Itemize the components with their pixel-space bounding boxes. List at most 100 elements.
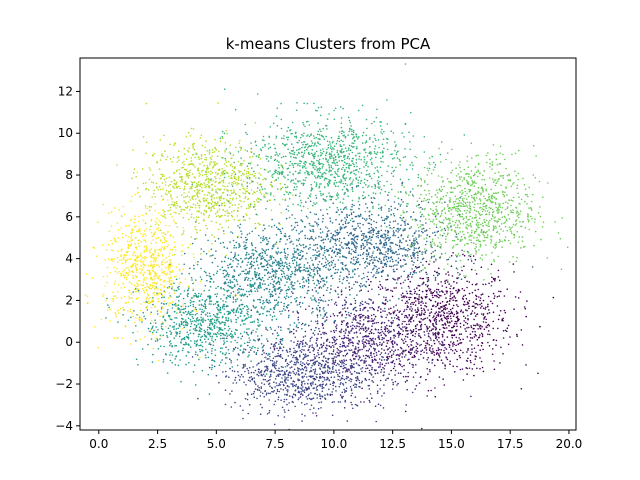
scatter-point xyxy=(240,303,242,306)
scatter-point xyxy=(372,262,374,264)
scatter-point xyxy=(388,325,391,328)
scatter-point xyxy=(298,387,300,389)
scatter-point xyxy=(420,350,422,353)
scatter-point xyxy=(287,355,290,357)
scatter-point xyxy=(389,313,392,315)
scatter-point xyxy=(306,289,309,292)
scatter-point xyxy=(262,302,264,305)
scatter-point xyxy=(274,367,277,370)
scatter-point xyxy=(201,369,204,372)
scatter-point xyxy=(380,334,383,337)
scatter-point xyxy=(236,289,239,291)
scatter-point xyxy=(297,368,300,370)
scatter-point xyxy=(237,254,240,256)
scatter-point xyxy=(454,371,456,373)
scatter-point xyxy=(208,275,210,277)
scatter-point xyxy=(250,393,253,396)
scatter-point xyxy=(371,254,373,257)
scatter-point xyxy=(414,257,416,259)
scatter-point xyxy=(460,309,463,312)
scatter-point xyxy=(496,296,499,298)
scatter-point xyxy=(399,216,402,219)
scatter-point xyxy=(332,380,335,383)
scatter-point xyxy=(108,306,110,309)
scatter-point xyxy=(262,237,264,240)
scatter-point xyxy=(429,369,431,371)
scatter-point xyxy=(281,310,284,312)
scatter-point xyxy=(434,326,437,329)
scatter-point xyxy=(324,363,327,365)
scatter-point xyxy=(420,312,423,314)
scatter-point xyxy=(425,293,428,296)
scatter-point xyxy=(447,258,450,261)
scatter-point xyxy=(278,367,280,370)
scatter-point xyxy=(168,315,171,318)
scatter-point xyxy=(374,315,377,318)
scatter-point xyxy=(340,211,343,213)
scatter-point xyxy=(436,352,438,354)
scatter-point xyxy=(345,257,348,259)
scatter-point xyxy=(409,296,412,299)
scatter-point xyxy=(359,332,362,335)
scatter-point xyxy=(275,293,277,295)
scatter-point xyxy=(405,349,407,352)
scatter-point xyxy=(303,356,306,359)
scatter-point xyxy=(289,266,292,268)
scatter-point xyxy=(379,388,381,390)
scatter-point xyxy=(163,345,165,348)
scatter-point xyxy=(385,298,387,301)
scatter-point xyxy=(406,388,409,391)
scatter-point xyxy=(227,257,230,260)
scatter-point xyxy=(316,223,318,225)
scatter-point xyxy=(236,259,238,261)
scatter-point xyxy=(301,220,304,223)
scatter-point xyxy=(318,261,321,263)
scatter-point xyxy=(403,364,405,367)
scatter-point xyxy=(408,298,411,301)
scatter-point xyxy=(216,331,219,334)
scatter-point xyxy=(386,339,388,342)
scatter-point xyxy=(356,321,359,324)
scatter-point xyxy=(325,344,328,347)
scatter-point xyxy=(306,355,308,357)
scatter-point xyxy=(371,358,374,361)
scatter-point xyxy=(408,296,410,299)
scatter-point xyxy=(434,215,437,218)
scatter-point xyxy=(380,328,383,331)
scatter-point xyxy=(481,305,483,308)
scatter-point xyxy=(204,335,206,337)
scatter-point xyxy=(481,326,483,328)
scatter-point xyxy=(467,349,469,351)
scatter-point xyxy=(182,343,185,346)
scatter-point xyxy=(359,309,362,312)
scatter-point xyxy=(241,233,243,235)
scatter-point xyxy=(292,284,295,287)
scatter-point xyxy=(365,203,367,205)
scatter-point xyxy=(361,303,364,306)
scatter-point xyxy=(519,291,522,293)
scatter-point xyxy=(246,306,249,308)
scatter-point xyxy=(370,197,373,199)
scatter-point xyxy=(260,334,263,337)
scatter-point xyxy=(238,291,240,293)
scatter-point xyxy=(401,323,404,325)
scatter-point xyxy=(245,331,248,334)
scatter-point xyxy=(169,263,171,266)
scatter-point xyxy=(346,244,349,247)
scatter-point xyxy=(435,316,438,319)
scatter-point xyxy=(392,360,395,362)
scatter-point xyxy=(388,238,391,240)
scatter-point xyxy=(272,286,275,289)
scatter-point xyxy=(277,355,279,357)
scatter-point xyxy=(316,320,319,322)
scatter-point xyxy=(239,324,242,326)
scatter-point xyxy=(362,338,365,341)
scatter-point xyxy=(351,206,353,208)
scatter-point xyxy=(324,261,327,264)
scatter-point xyxy=(358,349,361,351)
scatter-point xyxy=(264,283,266,285)
scatter-point xyxy=(443,384,446,386)
scatter-point xyxy=(287,309,290,312)
scatter-point xyxy=(378,230,380,233)
scatter-point xyxy=(474,289,477,292)
